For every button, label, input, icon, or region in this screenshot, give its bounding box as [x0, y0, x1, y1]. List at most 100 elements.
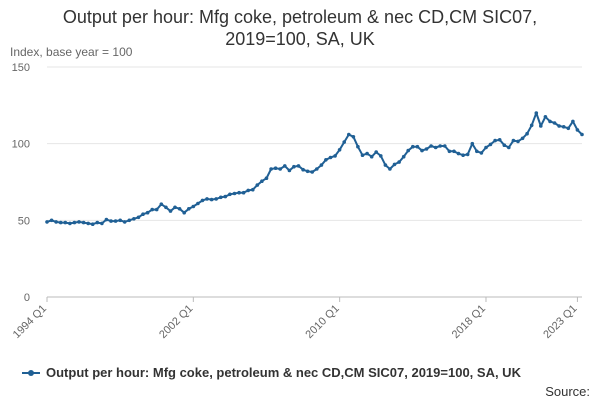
- series-line: [46, 112, 583, 226]
- x-tick-label: 2018 Q1: [450, 303, 488, 341]
- data-point: [72, 220, 77, 225]
- data-point: [173, 205, 177, 210]
- data-point: [539, 124, 543, 128]
- data-point: [557, 124, 561, 128]
- data-point: [447, 149, 452, 154]
- data-point: [182, 210, 186, 215]
- data-point: [356, 144, 360, 149]
- data-point: [269, 167, 273, 171]
- data-point: [305, 169, 310, 174]
- data-point: [77, 220, 81, 224]
- data-point: [575, 128, 580, 132]
- data-point: [543, 115, 548, 119]
- data-point: [283, 164, 287, 168]
- data-point: [63, 220, 68, 225]
- data-point: [561, 125, 566, 129]
- data-point: [45, 220, 49, 224]
- data-point: [154, 207, 159, 212]
- y-tick-label: 50: [18, 215, 30, 227]
- data-point: [488, 142, 493, 147]
- data-point: [296, 164, 301, 168]
- data-point: [328, 155, 333, 160]
- data-point: [232, 191, 237, 196]
- x-tick-label: 2023 Q1: [541, 303, 579, 341]
- x-tick-label: 2002 Q1: [157, 303, 195, 341]
- chart-title-line-2: 2019=100, SA, UK: [225, 29, 375, 49]
- data-point: [237, 190, 241, 195]
- data-point: [525, 131, 529, 136]
- data-point: [177, 207, 182, 211]
- data-point: [580, 132, 584, 137]
- data-point: [246, 188, 250, 193]
- source-label: Source:: [545, 384, 590, 399]
- data-point: [475, 149, 479, 154]
- data-point: [516, 139, 520, 144]
- data-point: [324, 158, 328, 162]
- data-point: [529, 123, 534, 128]
- data-point: [205, 197, 209, 201]
- data-point: [347, 132, 351, 137]
- data-point: [255, 183, 260, 187]
- data-point: [520, 136, 525, 141]
- data-point: [342, 140, 347, 144]
- data-point: [54, 220, 58, 224]
- data-point: [374, 150, 379, 154]
- data-point: [86, 221, 90, 226]
- data-point: [470, 141, 475, 146]
- data-point: [465, 152, 470, 157]
- data-point: [187, 207, 191, 211]
- data-point: [433, 145, 438, 150]
- data-point: [497, 138, 502, 142]
- data-point: [287, 168, 292, 173]
- data-point: [319, 163, 324, 167]
- data-point: [315, 167, 319, 171]
- data-point: [104, 217, 109, 222]
- data-point: [401, 154, 406, 159]
- data-point: [132, 217, 136, 221]
- chart-title: Output per hour: Mfg coke, petroleum & n…: [0, 6, 600, 50]
- data-point: [406, 148, 411, 153]
- data-point: [118, 218, 122, 223]
- y-axis-label: Index, base year = 100: [10, 45, 133, 59]
- data-point: [127, 218, 132, 223]
- data-point: [95, 220, 100, 225]
- data-point: [379, 154, 383, 158]
- data-point: [109, 219, 113, 223]
- data-point: [251, 187, 255, 192]
- data-point: [534, 111, 539, 115]
- data-point: [365, 151, 369, 156]
- data-point: [479, 151, 484, 155]
- data-point: [452, 149, 456, 154]
- y-tick-label: 100: [12, 139, 30, 151]
- data-point: [369, 154, 374, 159]
- data-point: [273, 166, 278, 170]
- data-point: [58, 220, 63, 225]
- data-point: [241, 190, 246, 195]
- data-point: [429, 144, 433, 148]
- legend-label: Output per hour: Mfg coke, petroleum & n…: [46, 365, 521, 380]
- data-point: [397, 160, 401, 164]
- data-point: [456, 151, 461, 156]
- data-point: [511, 138, 516, 143]
- data-point: [49, 218, 54, 223]
- data-point: [424, 147, 429, 151]
- data-point: [310, 170, 315, 174]
- data-point: [278, 167, 283, 171]
- data-point: [191, 204, 196, 209]
- data-point: [438, 144, 443, 148]
- data-point: [507, 145, 511, 150]
- data-point: [301, 167, 305, 172]
- data-point: [145, 210, 150, 215]
- data-point: [420, 148, 424, 153]
- data-point: [209, 197, 214, 202]
- data-point: [68, 221, 72, 226]
- data-point: [168, 209, 173, 213]
- data-point: [113, 219, 118, 223]
- legend-line-marker-icon: [22, 369, 40, 376]
- data-point: [566, 126, 571, 131]
- data-point: [461, 153, 465, 157]
- data-point: [196, 201, 200, 206]
- data-point: [351, 135, 356, 139]
- data-point: [159, 202, 164, 206]
